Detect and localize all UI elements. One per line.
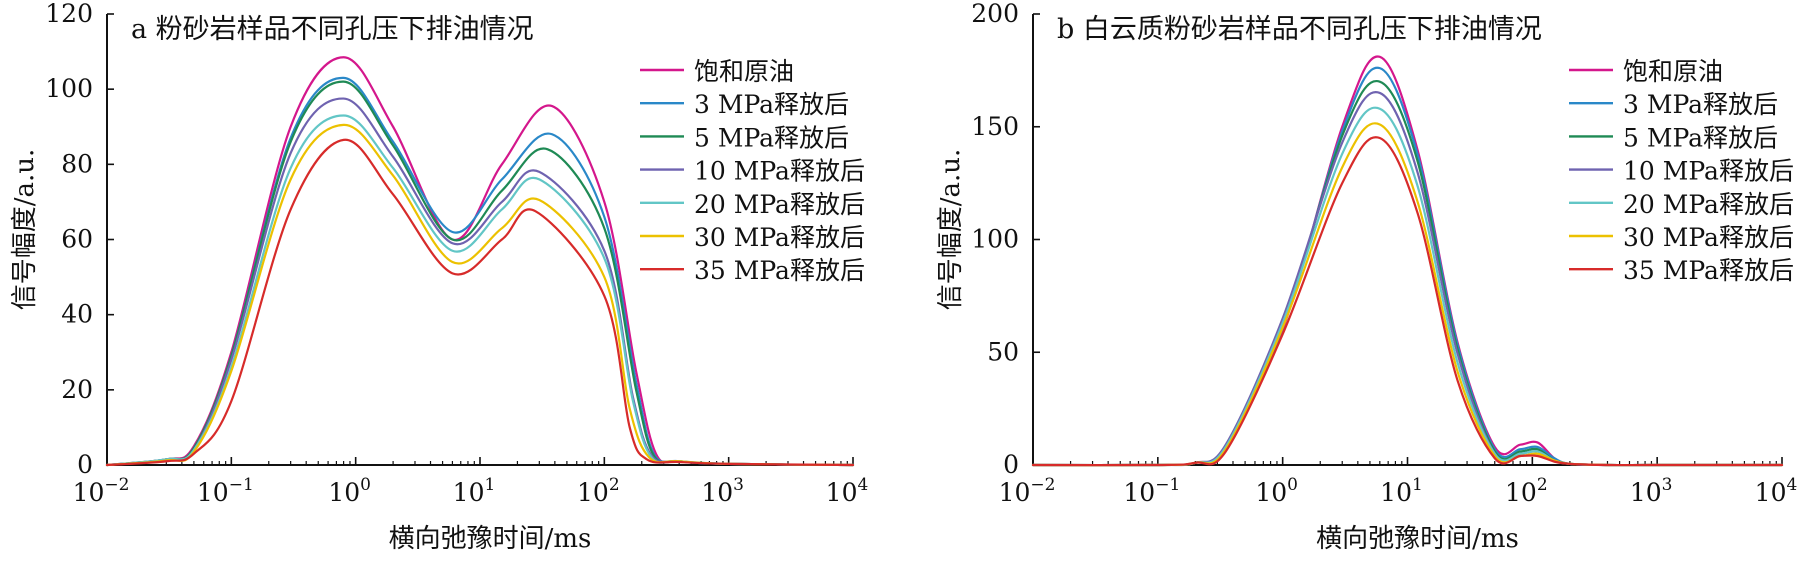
legend-label: 30 MPa释放后 bbox=[1623, 223, 1794, 252]
y-tick-label: 200 bbox=[971, 0, 1019, 28]
y-tick-label: 20 bbox=[61, 375, 93, 404]
x-tick-label: 103 bbox=[1630, 475, 1673, 507]
x-tick-label: 10−1 bbox=[197, 475, 254, 507]
y-tick-label: 0 bbox=[77, 450, 93, 479]
chart-title: a 粉砂岩样品不同孔压下排油情况 bbox=[131, 14, 534, 45]
x-tick-label: 104 bbox=[826, 475, 869, 507]
y-axis-label: 信号幅度/a.u. bbox=[936, 149, 966, 311]
x-tick-label: 10−1 bbox=[1123, 475, 1180, 507]
legend-label: 5 MPa释放后 bbox=[694, 123, 849, 152]
series-line-7 bbox=[1031, 136, 1784, 467]
y-tick-label: 120 bbox=[45, 0, 93, 28]
x-tick-label: 101 bbox=[1380, 475, 1423, 507]
x-tick-label: 102 bbox=[577, 475, 620, 507]
chart-panel-a: 0 20 40 60 80 100 120 10−2 10−1 100 101 102 103 104 横向… bbox=[10, 0, 868, 554]
legend-label: 10 MPa释放后 bbox=[694, 157, 865, 186]
legend-label: 30 MPa释放后 bbox=[694, 223, 865, 252]
legend-label: 3 MPa释放后 bbox=[694, 90, 849, 119]
x-tick-label: 100 bbox=[1255, 475, 1298, 507]
y-tick-label: 60 bbox=[61, 225, 93, 254]
y-tick-label: 40 bbox=[61, 300, 93, 329]
x-axis-label: 横向弛豫时间/ms bbox=[1316, 524, 1519, 554]
x-tick-label: 101 bbox=[453, 475, 496, 507]
y-tick-label: 50 bbox=[987, 337, 1019, 366]
series-line-7 bbox=[105, 138, 855, 467]
y-axis-label: 信号幅度/a.u. bbox=[10, 149, 40, 311]
x-tick-label: 102 bbox=[1505, 475, 1548, 507]
x-tick-label: 100 bbox=[328, 475, 371, 507]
x-axis-label: 横向弛豫时间/ms bbox=[389, 524, 592, 554]
legend-label: 20 MPa释放后 bbox=[694, 190, 865, 219]
chart-title: b 白云质粉砂岩样品不同孔压下排油情况 bbox=[1057, 14, 1542, 45]
y-tick-label: 80 bbox=[61, 149, 93, 178]
legend-label: 35 MPa释放后 bbox=[694, 256, 865, 285]
y-tick-label: 0 bbox=[1003, 450, 1019, 479]
x-tick-label: 104 bbox=[1755, 475, 1798, 507]
x-tick-label: 10−2 bbox=[999, 475, 1056, 507]
legend-label: 饱和原油 bbox=[694, 57, 794, 86]
x-tick-label: 103 bbox=[701, 475, 744, 507]
legend-label: 20 MPa释放后 bbox=[1623, 190, 1794, 219]
legend-label: 5 MPa释放后 bbox=[1623, 123, 1778, 152]
legend-label: 饱和原油 bbox=[1623, 57, 1723, 86]
y-tick-label: 100 bbox=[45, 74, 93, 103]
legend-label: 3 MPa释放后 bbox=[1623, 90, 1778, 119]
y-tick-label: 100 bbox=[971, 225, 1019, 254]
legend-label: 10 MPa释放后 bbox=[1623, 157, 1794, 186]
x-tick-label: 10−2 bbox=[73, 475, 130, 507]
y-tick-label: 150 bbox=[971, 112, 1019, 141]
legend-label: 35 MPa释放后 bbox=[1623, 256, 1794, 285]
chart-panel-b: 0 50 100 150 200 10−2 10−1 100 101 102 103 104 横向弛豫时… bbox=[936, 0, 1797, 554]
